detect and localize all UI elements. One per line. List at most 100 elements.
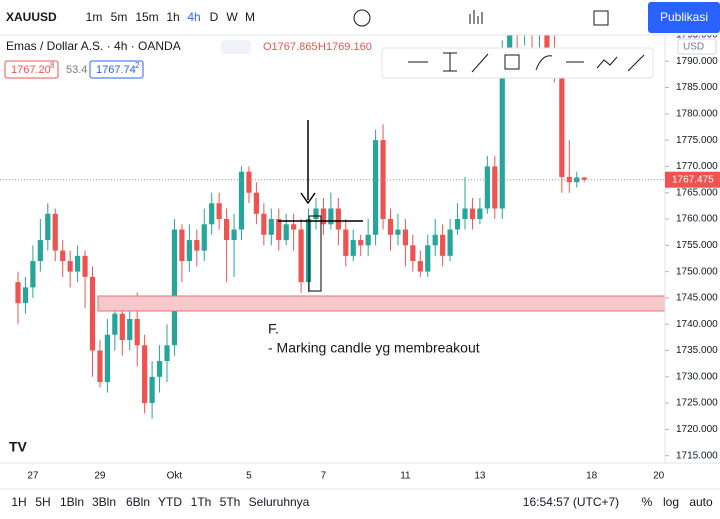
range-button[interactable]: YTD <box>158 495 182 509</box>
candle-body <box>544 29 550 51</box>
scale-option[interactable]: auto <box>689 495 713 509</box>
candle-body <box>22 287 29 304</box>
candle-body <box>37 240 43 262</box>
candle-body <box>313 208 319 220</box>
y-tick-label: 1745.000 <box>676 293 718 304</box>
candle-body <box>149 376 155 404</box>
drawing-toolbar <box>381 47 654 79</box>
x-tick-label: Okt <box>167 471 183 482</box>
candle-body <box>425 245 431 272</box>
x-tick-label: 11 <box>400 471 411 482</box>
symbol-description: Emas / Dollar A.S. · 4h · OANDA <box>6 39 181 53</box>
currency: USD <box>683 42 704 53</box>
candle-body <box>194 240 200 251</box>
interval-button[interactable]: 1m <box>86 10 103 24</box>
y-tick-label: 1740.000 <box>676 319 718 330</box>
axis-layer: 1715.000 1720.000 1725.000 1730.000 1735.000… <box>27 30 720 482</box>
y-tick-label: 1715.000 <box>676 450 718 461</box>
tool-vline[interactable] <box>443 52 457 72</box>
toolbar-bg <box>0 0 720 35</box>
candle-body <box>417 261 423 272</box>
buy-button[interactable] <box>89 60 144 79</box>
x-tick-label: 18 <box>586 471 598 482</box>
candle-body <box>52 213 58 251</box>
candle-body <box>216 203 222 220</box>
candle-body <box>75 255 81 272</box>
currency-button[interactable] <box>677 38 717 55</box>
x-tick-label: 5 <box>246 471 252 482</box>
range-button[interactable]: Seluruhnya <box>249 495 310 509</box>
range-button[interactable]: 6Bln <box>126 495 150 509</box>
candle-body <box>365 234 371 246</box>
sell-price: 1767.20 <box>11 64 51 76</box>
spread: 53.4 <box>66 64 87 76</box>
add-icon[interactable] <box>353 9 371 27</box>
candle-body <box>60 250 66 262</box>
candle-body <box>507 24 513 62</box>
y-tick-label: 1735.000 <box>676 345 718 356</box>
mark-box <box>308 215 322 292</box>
interval-button[interactable]: M <box>245 10 255 24</box>
y-tick-label: 1765.000 <box>676 187 718 198</box>
range-button[interactable]: 1H <box>11 495 26 509</box>
interval-button[interactable]: 15m <box>135 10 158 24</box>
candle-body <box>581 177 587 180</box>
interval-button[interactable]: 4h <box>187 10 200 24</box>
candle-body <box>156 361 163 377</box>
legend-toggle[interactable] <box>221 40 251 54</box>
range-button[interactable]: 5Th <box>220 495 241 509</box>
y-tick-label: 1750.000 <box>676 266 718 277</box>
candle-body <box>186 240 192 262</box>
interval-button[interactable]: D <box>210 10 219 24</box>
candle-body <box>209 203 215 225</box>
tool-brush[interactable] <box>535 55 553 71</box>
scale-option[interactable]: % <box>642 495 653 509</box>
tool-trend[interactable] <box>471 53 489 73</box>
candle-body <box>104 334 110 383</box>
last-price-box <box>665 171 720 188</box>
sell-button[interactable] <box>4 60 59 79</box>
y-tick-label: 1780.000 <box>676 108 718 119</box>
candle-body <box>201 224 207 251</box>
range-button[interactable]: 1Bln <box>60 495 84 509</box>
x-tick-label: 20 <box>653 471 665 482</box>
interval-button[interactable]: 1h <box>166 10 179 24</box>
y-tick-label: 1785.000 <box>676 82 718 93</box>
candle-body <box>350 240 356 256</box>
range-button[interactable]: 1Th <box>191 495 212 509</box>
candle-body <box>559 71 565 177</box>
y-tick-label: 1730.000 <box>676 371 718 382</box>
candle-body <box>395 229 401 235</box>
candle-body <box>231 229 237 241</box>
candle-body <box>30 261 36 288</box>
candle-body <box>432 234 438 246</box>
tool-measure[interactable] <box>627 54 645 72</box>
range-button[interactable]: 3Bln <box>92 495 116 509</box>
candle-body <box>134 318 140 346</box>
candle-body <box>499 61 505 209</box>
y-tick-label: 1720.000 <box>676 424 718 435</box>
publish-button[interactable] <box>648 2 720 33</box>
tool-path[interactable] <box>596 56 618 69</box>
candle-body <box>320 208 327 225</box>
interval-button[interactable]: W <box>226 10 238 24</box>
layout-icon[interactable] <box>593 10 609 26</box>
range-button[interactable]: 5H <box>35 495 50 509</box>
candle-body <box>462 208 468 220</box>
bottom-toolbar: 1H 5H 1Bln 3Bln 6Bln YTD 1Th 5Th Seluruhnya 16:54… <box>11 495 713 509</box>
last-price-label: 1767.475 <box>672 174 714 185</box>
candle-body <box>484 166 490 209</box>
candle-body <box>298 229 304 283</box>
symbol[interactable]: XAUUSD <box>6 10 57 24</box>
candle-body <box>380 140 386 220</box>
tool-rect[interactable] <box>504 54 520 70</box>
candle-body <box>127 318 133 340</box>
candle-body <box>112 313 118 335</box>
interval-button[interactable]: 5m <box>111 10 128 24</box>
candle-body <box>142 345 148 404</box>
scale-option[interactable]: log <box>663 495 679 509</box>
indicator-icon[interactable] <box>469 10 483 24</box>
